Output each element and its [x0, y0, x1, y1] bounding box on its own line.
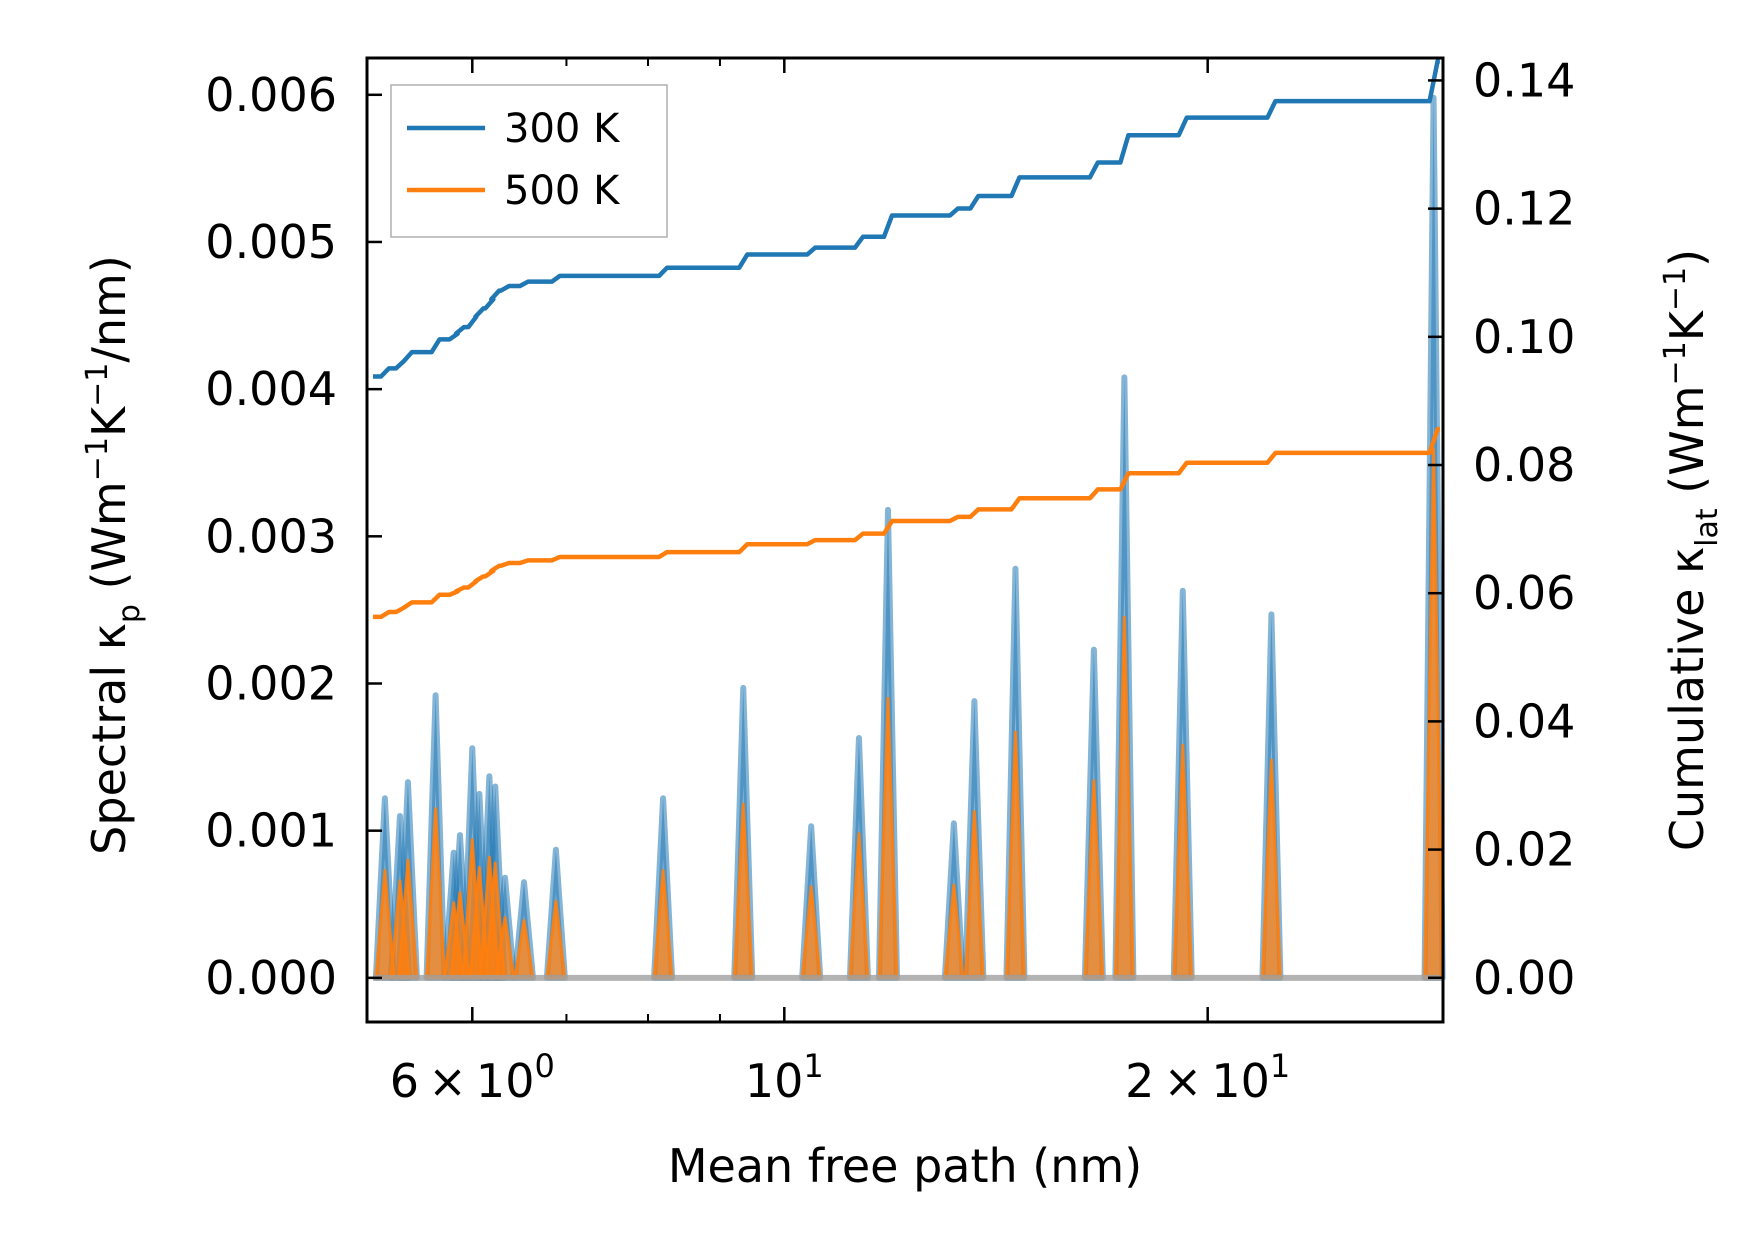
y-right-tick-label-3: 0.06	[1473, 566, 1575, 620]
tick-layer: 0.000 0.001 0.002 0.003 0.004 0.005 0.006 0.00 0…	[205, 53, 1575, 1108]
legend-label-300k: 300 K	[504, 106, 621, 152]
y-left-tick-label-6: 0.006	[205, 68, 337, 122]
y-right-tick-label-2: 0.04	[1473, 694, 1575, 748]
cumulative-line-300k	[373, 58, 1440, 379]
x-axis-label: Mean free path (nm)	[668, 1139, 1142, 1193]
y-left-tick-label-0: 0.000	[205, 951, 337, 1005]
legend-box	[390, 84, 668, 238]
legend: 300 K 500 K	[390, 84, 668, 238]
y-right-axis-label: Cumulative κlat (Wm−1K−1)	[1658, 249, 1725, 851]
y-left-tick-label-5: 0.005	[205, 215, 337, 269]
y-right-tick-label-5: 0.10	[1473, 310, 1575, 364]
x-tick-label-2: 2 × 101	[1125, 1047, 1290, 1108]
cumulative-line-500k	[373, 426, 1440, 620]
y-left-tick-label-3: 0.003	[205, 509, 337, 563]
legend-label-500k: 500 K	[504, 168, 621, 214]
y-left-tick-label-1: 0.001	[205, 804, 337, 858]
y-right-tick-label-1: 0.02	[1473, 823, 1575, 877]
y-right-tick-label-6: 0.12	[1473, 182, 1575, 236]
y-left-tick-label-4: 0.004	[205, 362, 337, 416]
spectral-layer	[372, 94, 1446, 981]
axes-layer	[365, 56, 1445, 1024]
plot-frame	[365, 56, 1445, 1024]
x-tick-label-0: 6 × 100	[390, 1047, 555, 1108]
y-right-tick-label-7: 0.14	[1473, 53, 1575, 107]
y-left-axis-label: Spectral κp (Wm−1K−1/nm)	[80, 255, 147, 855]
y-right-tick-label-4: 0.08	[1473, 438, 1575, 492]
y-left-tick-label-2: 0.002	[205, 656, 337, 710]
cumulative-layer	[373, 58, 1440, 620]
x-tick-label-1: 101	[745, 1047, 824, 1108]
y-right-tick-label-0: 0.00	[1473, 951, 1575, 1005]
